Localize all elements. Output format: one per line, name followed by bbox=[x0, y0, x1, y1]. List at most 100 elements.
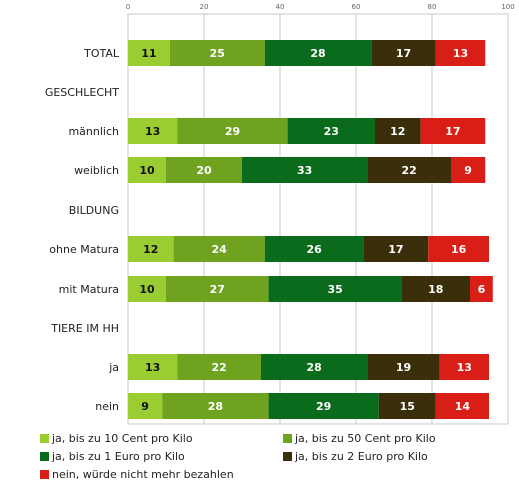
row-label: mit Matura bbox=[59, 283, 119, 296]
bar-value-label: 12 bbox=[143, 243, 158, 256]
legend-label: nein, würde nicht mehr bezahlen bbox=[52, 468, 234, 481]
legend-swatch bbox=[283, 434, 292, 443]
bar-segment bbox=[435, 393, 489, 419]
bar-value-label: 26 bbox=[307, 243, 323, 256]
bar-value-label: 22 bbox=[212, 361, 227, 374]
bar-segment bbox=[371, 40, 436, 66]
bar-segment bbox=[375, 118, 421, 144]
bar-value-label: 11 bbox=[141, 47, 156, 60]
bar-segment bbox=[162, 393, 269, 419]
bar-value-label: 13 bbox=[145, 361, 160, 374]
bar-value-label: 17 bbox=[388, 243, 403, 256]
bar-segment bbox=[378, 393, 436, 419]
row-label: TIERE IM HH bbox=[50, 322, 119, 335]
tick-label-40: 40 bbox=[276, 3, 285, 11]
bar-segment bbox=[166, 157, 242, 183]
bar-segment bbox=[401, 276, 470, 302]
bar-segment bbox=[128, 157, 166, 183]
bar-value-label: 9 bbox=[464, 164, 472, 177]
bar-value-label: 28 bbox=[208, 400, 223, 413]
bar-segment bbox=[173, 236, 265, 262]
bar-value-label: 28 bbox=[310, 47, 325, 60]
bar-segment bbox=[128, 40, 170, 66]
row-label: BILDUNG bbox=[69, 204, 119, 217]
bar-segment bbox=[367, 354, 440, 380]
legend-label: ja, bis zu 50 Cent pro Kilo bbox=[295, 432, 436, 445]
tick-label-100: 100 bbox=[501, 3, 514, 11]
bar-value-label: 9 bbox=[141, 400, 149, 413]
row-label: männlich bbox=[68, 125, 119, 138]
bar-segment bbox=[242, 157, 368, 183]
bar-value-label: 17 bbox=[445, 125, 460, 138]
bar-segment bbox=[451, 157, 486, 183]
bar-segment bbox=[128, 118, 178, 144]
bar-segment bbox=[264, 40, 372, 66]
bar-segment bbox=[177, 354, 261, 380]
bar-value-label: 29 bbox=[316, 400, 331, 413]
legend-swatch bbox=[40, 470, 49, 479]
bar-segment bbox=[268, 276, 402, 302]
bar-segment bbox=[264, 236, 364, 262]
bar-value-label: 15 bbox=[400, 400, 415, 413]
bar-segment bbox=[261, 354, 368, 380]
legend-label: ja, bis zu 2 Euro pro Kilo bbox=[295, 450, 428, 463]
bar-segment bbox=[428, 236, 489, 262]
bar-value-label: 33 bbox=[297, 164, 312, 177]
bar-value-label: 17 bbox=[396, 47, 411, 60]
bar-segment bbox=[169, 40, 265, 66]
bar-segment bbox=[287, 118, 375, 144]
bar-value-label: 20 bbox=[196, 164, 212, 177]
bar-segment bbox=[420, 118, 486, 144]
legend-item: ja, bis zu 10 Cent pro Kilo bbox=[40, 432, 193, 446]
bar-segment bbox=[268, 393, 379, 419]
bar-value-label: 28 bbox=[307, 361, 322, 374]
bar-value-label: 35 bbox=[327, 283, 342, 296]
legend-label: ja, bis zu 10 Cent pro Kilo bbox=[52, 432, 193, 445]
bar-value-label: 10 bbox=[139, 164, 155, 177]
bar-value-label: 23 bbox=[324, 125, 339, 138]
bar-value-label: 19 bbox=[396, 361, 411, 374]
legend-swatch bbox=[40, 434, 49, 443]
bar-value-label: 22 bbox=[402, 164, 417, 177]
bar-segment bbox=[128, 354, 178, 380]
bar-segment bbox=[128, 276, 166, 302]
bar-value-label: 25 bbox=[210, 47, 225, 60]
bar-segment bbox=[439, 354, 489, 380]
bar-segment bbox=[166, 276, 269, 302]
bar-value-label: 16 bbox=[451, 243, 467, 256]
bar-value-label: 24 bbox=[212, 243, 228, 256]
legend-label: ja, bis zu 1 Euro pro Kilo bbox=[52, 450, 185, 463]
bar-value-label: 10 bbox=[139, 283, 155, 296]
legend-item: ja, bis zu 50 Cent pro Kilo bbox=[283, 432, 436, 446]
bar-segment bbox=[177, 118, 288, 144]
legend-swatch bbox=[283, 452, 292, 461]
bar-value-label: 13 bbox=[453, 47, 468, 60]
tick-label-20: 20 bbox=[200, 3, 209, 11]
row-label: TOTAL bbox=[83, 47, 120, 60]
tick-label-0: 0 bbox=[126, 3, 130, 11]
bar-value-label: 14 bbox=[455, 400, 471, 413]
tick-label-80: 80 bbox=[428, 3, 437, 11]
bar-value-label: 13 bbox=[145, 125, 160, 138]
bar-segment bbox=[128, 393, 163, 419]
bar-segment bbox=[470, 276, 493, 302]
tick-label-60: 60 bbox=[352, 3, 361, 11]
bar-segment bbox=[128, 236, 174, 262]
legend-item: ja, bis zu 2 Euro pro Kilo bbox=[283, 450, 428, 464]
bar-segment bbox=[367, 157, 451, 183]
bar-value-label: 18 bbox=[428, 283, 443, 296]
bar-value-label: 29 bbox=[225, 125, 240, 138]
bar-value-label: 13 bbox=[457, 361, 472, 374]
row-label: nein bbox=[95, 400, 119, 413]
row-label: GESCHLECHT bbox=[45, 86, 119, 99]
bar-value-label: 6 bbox=[478, 283, 486, 296]
bar-segment bbox=[435, 40, 486, 66]
row-label: ja bbox=[108, 361, 119, 374]
bar-value-label: 27 bbox=[210, 283, 225, 296]
bar-value-label: 12 bbox=[390, 125, 405, 138]
legend-item: ja, bis zu 1 Euro pro Kilo bbox=[40, 450, 185, 464]
legend-item: nein, würde nicht mehr bezahlen bbox=[40, 468, 234, 482]
bar-segment bbox=[363, 236, 429, 262]
legend-swatch bbox=[40, 452, 49, 461]
